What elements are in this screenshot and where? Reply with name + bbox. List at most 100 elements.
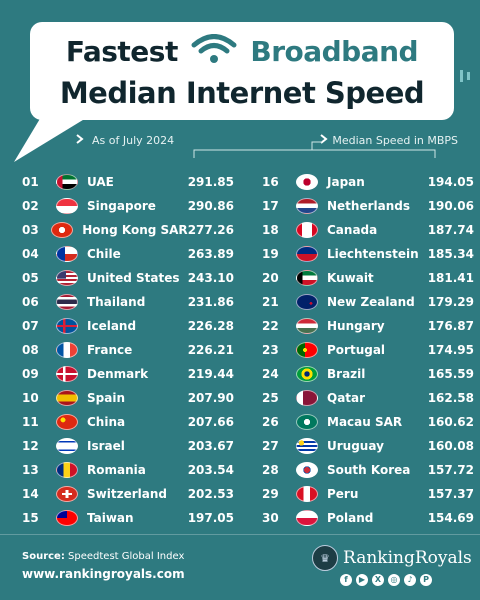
title-word-broadband: Broadband <box>250 35 419 68</box>
country-name: UAE <box>87 175 114 189</box>
rank-number: 15 <box>22 511 39 525</box>
country-name: Netherlands <box>327 199 411 213</box>
brand-logo: ♛ RankingRoyals <box>312 545 472 571</box>
as-of-date: As of July 2024 <box>92 134 175 147</box>
usa-flag-icon <box>56 270 78 286</box>
table-row: 29 Peru 157.37 <box>262 482 474 506</box>
decorative-bars-icon <box>460 70 470 82</box>
table-row: 06 Thailand 231.86 <box>22 290 234 314</box>
speed-value: 290.86 <box>187 199 234 213</box>
country-name: Peru <box>327 487 359 501</box>
tiktok-icon[interactable]: ♪ <box>404 574 416 586</box>
table-row: 14 Switzerland 202.53 <box>22 482 234 506</box>
country-name: United States <box>87 271 180 285</box>
speed-value: 157.37 <box>427 487 474 501</box>
ranking-column-left: 01 UAE 291.85 02 Singapore 290.86 03 Hong Kong … <box>22 170 234 530</box>
country-name: Canada <box>327 223 378 237</box>
country-name: South Korea <box>327 463 411 477</box>
rank-number: 03 <box>22 223 39 237</box>
website-link[interactable]: www.rankingroyals.com <box>22 567 185 581</box>
rank-number: 12 <box>22 439 39 453</box>
rank-number: 26 <box>262 415 279 429</box>
kuwait-flag-icon <box>296 270 318 286</box>
country-name: Taiwan <box>87 511 134 525</box>
rank-number: 17 <box>262 199 279 213</box>
x-icon[interactable]: X <box>372 574 384 586</box>
hong-kong-flag-icon <box>51 222 74 238</box>
qatar-flag-icon <box>296 390 318 406</box>
speed-value: 174.95 <box>427 343 474 357</box>
rank-number: 04 <box>22 247 39 261</box>
rank-number: 21 <box>262 295 279 309</box>
portugal-flag-icon <box>296 342 318 358</box>
speed-value: 194.05 <box>427 175 474 189</box>
table-row: 22 Hungary 176.87 <box>262 314 474 338</box>
rank-number: 29 <box>262 487 279 501</box>
table-row: 01 UAE 291.85 <box>22 170 234 194</box>
speed-value: 165.59 <box>427 367 474 381</box>
speed-value: 226.21 <box>187 343 234 357</box>
rank-number: 11 <box>22 415 39 429</box>
country-name: Uruguay <box>327 439 384 453</box>
country-name: New Zealand <box>327 295 415 309</box>
speed-value: 160.62 <box>427 415 474 429</box>
france-flag-icon <box>56 342 78 358</box>
rank-number: 16 <box>262 175 279 189</box>
table-row: 12 Israel 203.67 <box>22 434 234 458</box>
country-name: Spain <box>87 391 125 405</box>
rank-number: 13 <box>22 463 39 477</box>
country-name: Qatar <box>327 391 366 405</box>
peru-flag-icon <box>296 486 318 502</box>
uae-flag-icon <box>56 174 78 190</box>
country-name: Switzerland <box>87 487 167 501</box>
speed-value: 187.74 <box>427 223 474 237</box>
country-name: Iceland <box>87 319 137 333</box>
pinterest-icon[interactable]: P <box>420 574 432 586</box>
uruguay-flag-icon <box>296 438 318 454</box>
speed-value: 197.05 <box>187 511 234 525</box>
table-row: 20 Kuwait 181.41 <box>262 266 474 290</box>
chevron-right-icon <box>320 134 328 144</box>
romania-flag-icon <box>56 462 78 478</box>
speed-value: 185.34 <box>427 247 474 261</box>
speed-value: 277.26 <box>187 223 234 237</box>
country-name: Portugal <box>327 343 386 357</box>
speed-value: 154.69 <box>427 511 474 525</box>
table-row: 16 Japan 194.05 <box>262 170 474 194</box>
table-row: 27 Uruguay 160.08 <box>262 434 474 458</box>
brazil-flag-icon <box>296 366 318 382</box>
japan-flag-icon <box>296 174 318 190</box>
speed-value: 243.10 <box>187 271 234 285</box>
rank-number: 05 <box>22 271 39 285</box>
rank-number: 06 <box>22 295 39 309</box>
china-flag-icon <box>56 414 78 430</box>
brand-name: RankingRoyals <box>343 548 472 568</box>
social-icons: f ▶ X ◎ ♪ P <box>340 574 432 586</box>
country-name: Brazil <box>327 367 366 381</box>
table-row: 03 Hong Kong SAR 277.26 <box>22 218 234 242</box>
instagram-icon[interactable]: ◎ <box>388 574 400 586</box>
speed-value: 179.29 <box>427 295 474 309</box>
country-name: France <box>87 343 133 357</box>
table-row: 28 South Korea 157.72 <box>262 458 474 482</box>
table-row: 21 New Zealand 179.29 <box>262 290 474 314</box>
rank-number: 18 <box>262 223 279 237</box>
source-text: Speedtest Global Index <box>68 551 185 562</box>
country-name: Singapore <box>87 199 156 213</box>
rank-number: 28 <box>262 463 279 477</box>
table-row: 09 Denmark 219.44 <box>22 362 234 386</box>
table-row: 18 Canada 187.74 <box>262 218 474 242</box>
rank-number: 09 <box>22 367 39 381</box>
speed-unit-header: Median Speed in MBPS <box>332 134 458 147</box>
column-bracket-lines <box>193 141 436 158</box>
facebook-icon[interactable]: f <box>340 574 352 586</box>
youtube-icon[interactable]: ▶ <box>356 574 368 586</box>
ranking-column-right: 16 Japan 194.05 17 Netherlands 190.06 18 Canada… <box>262 170 474 530</box>
table-row: 19 Liechtenstein 185.34 <box>262 242 474 266</box>
table-row: 11 China 207.66 <box>22 410 234 434</box>
country-name: Macau SAR <box>327 415 403 429</box>
country-name: Thailand <box>87 295 146 309</box>
rank-number: 30 <box>262 511 279 525</box>
speed-value: 202.53 <box>187 487 234 501</box>
title-word-fastest: Fastest <box>65 35 178 68</box>
